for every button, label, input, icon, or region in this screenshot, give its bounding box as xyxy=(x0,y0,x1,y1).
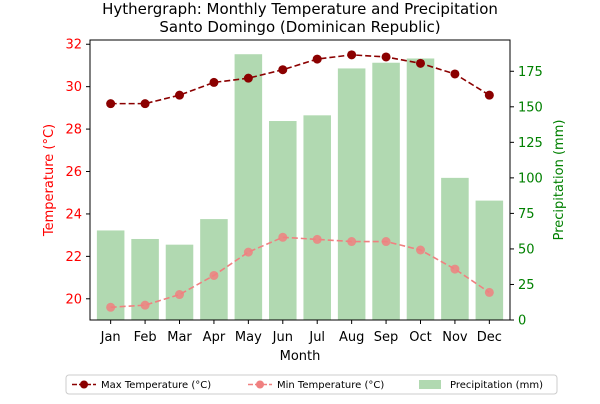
x-tick-label: Jul xyxy=(308,330,325,345)
x-tick-label: Apr xyxy=(203,330,226,345)
y-left-tick-label: 22 xyxy=(65,250,82,265)
y-axis-left: 20 22 24 26 28 30 32 xyxy=(65,38,90,307)
x-axis: Jan Feb Mar Apr May Jun Jul Aug Sep Oct Nov Dec xyxy=(100,320,502,345)
max-temp-point-dec xyxy=(484,90,494,100)
min-temp-point-oct xyxy=(415,245,425,255)
precipitation-bars xyxy=(96,54,504,321)
x-tick-label: Feb xyxy=(134,330,157,345)
min-temp-point-dec xyxy=(484,287,494,297)
min-temp-point-sep xyxy=(381,237,391,247)
max-temp-point-apr xyxy=(209,77,219,87)
legend-frame xyxy=(65,374,558,395)
y-right-tick-label: 175 xyxy=(518,65,543,80)
precip-bar-mar xyxy=(165,244,194,320)
y-left-tick-label: 20 xyxy=(65,292,82,307)
y-axis-right-label: Precipitation (mm) xyxy=(552,120,567,241)
legend-min-marker xyxy=(256,380,264,389)
min-temp-point-jun xyxy=(278,232,288,242)
y-right-tick-label: 100 xyxy=(518,171,543,186)
plot-frame xyxy=(89,39,511,321)
max-temp-point-jul xyxy=(312,54,322,64)
max-temp-point-mar xyxy=(175,90,185,100)
precip-bar-oct xyxy=(406,58,435,320)
y-left-tick-label: 26 xyxy=(65,165,82,180)
min-temp-point-feb xyxy=(140,300,150,310)
y-left-tick-label: 30 xyxy=(65,80,82,95)
x-tick-label: Mar xyxy=(167,330,192,345)
legend-precip-swatch xyxy=(419,380,441,389)
y-axis-right: 0 25 50 75 100 125 150 175 xyxy=(510,65,543,329)
y-right-tick-label: 125 xyxy=(518,136,543,151)
y-left-tick-label: 32 xyxy=(65,38,82,53)
min-temp-point-aug xyxy=(347,237,357,247)
x-tick-label: Oct xyxy=(409,330,431,345)
max-temp-point-feb xyxy=(140,99,150,109)
x-tick-label: Sep xyxy=(374,330,399,345)
max-temp-point-jun xyxy=(278,65,288,75)
max-temp-point-oct xyxy=(415,58,425,68)
y-axis-left-label: Temperature (°C) xyxy=(42,124,57,237)
precip-bar-jun xyxy=(269,121,297,320)
precip-bar-aug xyxy=(337,68,366,321)
precip-bar-sep xyxy=(372,62,400,320)
legend-max-label: Max Temperature (°C) xyxy=(101,380,211,391)
legend-min-label: Min Temperature (°C) xyxy=(277,380,384,391)
max-temp-point-sep xyxy=(381,52,391,62)
x-tick-label: Nov xyxy=(442,330,468,345)
y-left-tick-label: 28 xyxy=(65,123,82,138)
precip-bar-jul xyxy=(303,115,331,320)
min-temp-point-nov xyxy=(450,264,460,274)
x-tick-label: Dec xyxy=(477,330,502,345)
y-left-tick-label: 24 xyxy=(65,207,82,222)
y-right-tick-label: 150 xyxy=(518,100,543,115)
max-temp-point-may xyxy=(243,73,253,83)
x-axis-label: Month xyxy=(280,349,321,364)
x-tick-label: Jan xyxy=(100,330,121,345)
precip-bar-dec xyxy=(475,200,504,320)
legend-max-marker xyxy=(80,380,88,389)
x-tick-label: Jun xyxy=(272,330,293,345)
temperature-lines xyxy=(106,50,494,312)
min-temp-point-apr xyxy=(209,270,219,280)
min-temp-point-jan xyxy=(106,302,116,312)
y-right-tick-label: 0 xyxy=(518,314,526,329)
precip-bar-nov xyxy=(441,177,469,320)
chart-title: Hythergraph: Monthly Temperature and Pre… xyxy=(102,0,498,18)
max-temp-line xyxy=(110,54,490,105)
y-right-tick-label: 25 xyxy=(518,278,535,293)
max-temp-point-jan xyxy=(106,99,116,109)
y-right-tick-label: 50 xyxy=(518,242,535,257)
legend: Max Temperature (°C) Min Temperature (°C… xyxy=(65,374,558,395)
y-right-tick-label: 75 xyxy=(518,207,535,222)
max-temp-point-nov xyxy=(450,69,460,79)
legend-precip-label: Precipitation (mm) xyxy=(450,380,543,391)
chart-subtitle: Santo Domingo (Dominican Republic) xyxy=(159,18,440,36)
min-temp-point-jul xyxy=(312,234,322,244)
min-temp-line xyxy=(110,236,490,309)
precip-bar-may xyxy=(234,54,263,321)
min-temp-point-may xyxy=(243,247,253,257)
x-tick-label: May xyxy=(235,330,262,345)
min-temp-point-mar xyxy=(175,290,185,300)
x-tick-label: Aug xyxy=(339,330,364,345)
max-temp-point-aug xyxy=(347,50,357,60)
